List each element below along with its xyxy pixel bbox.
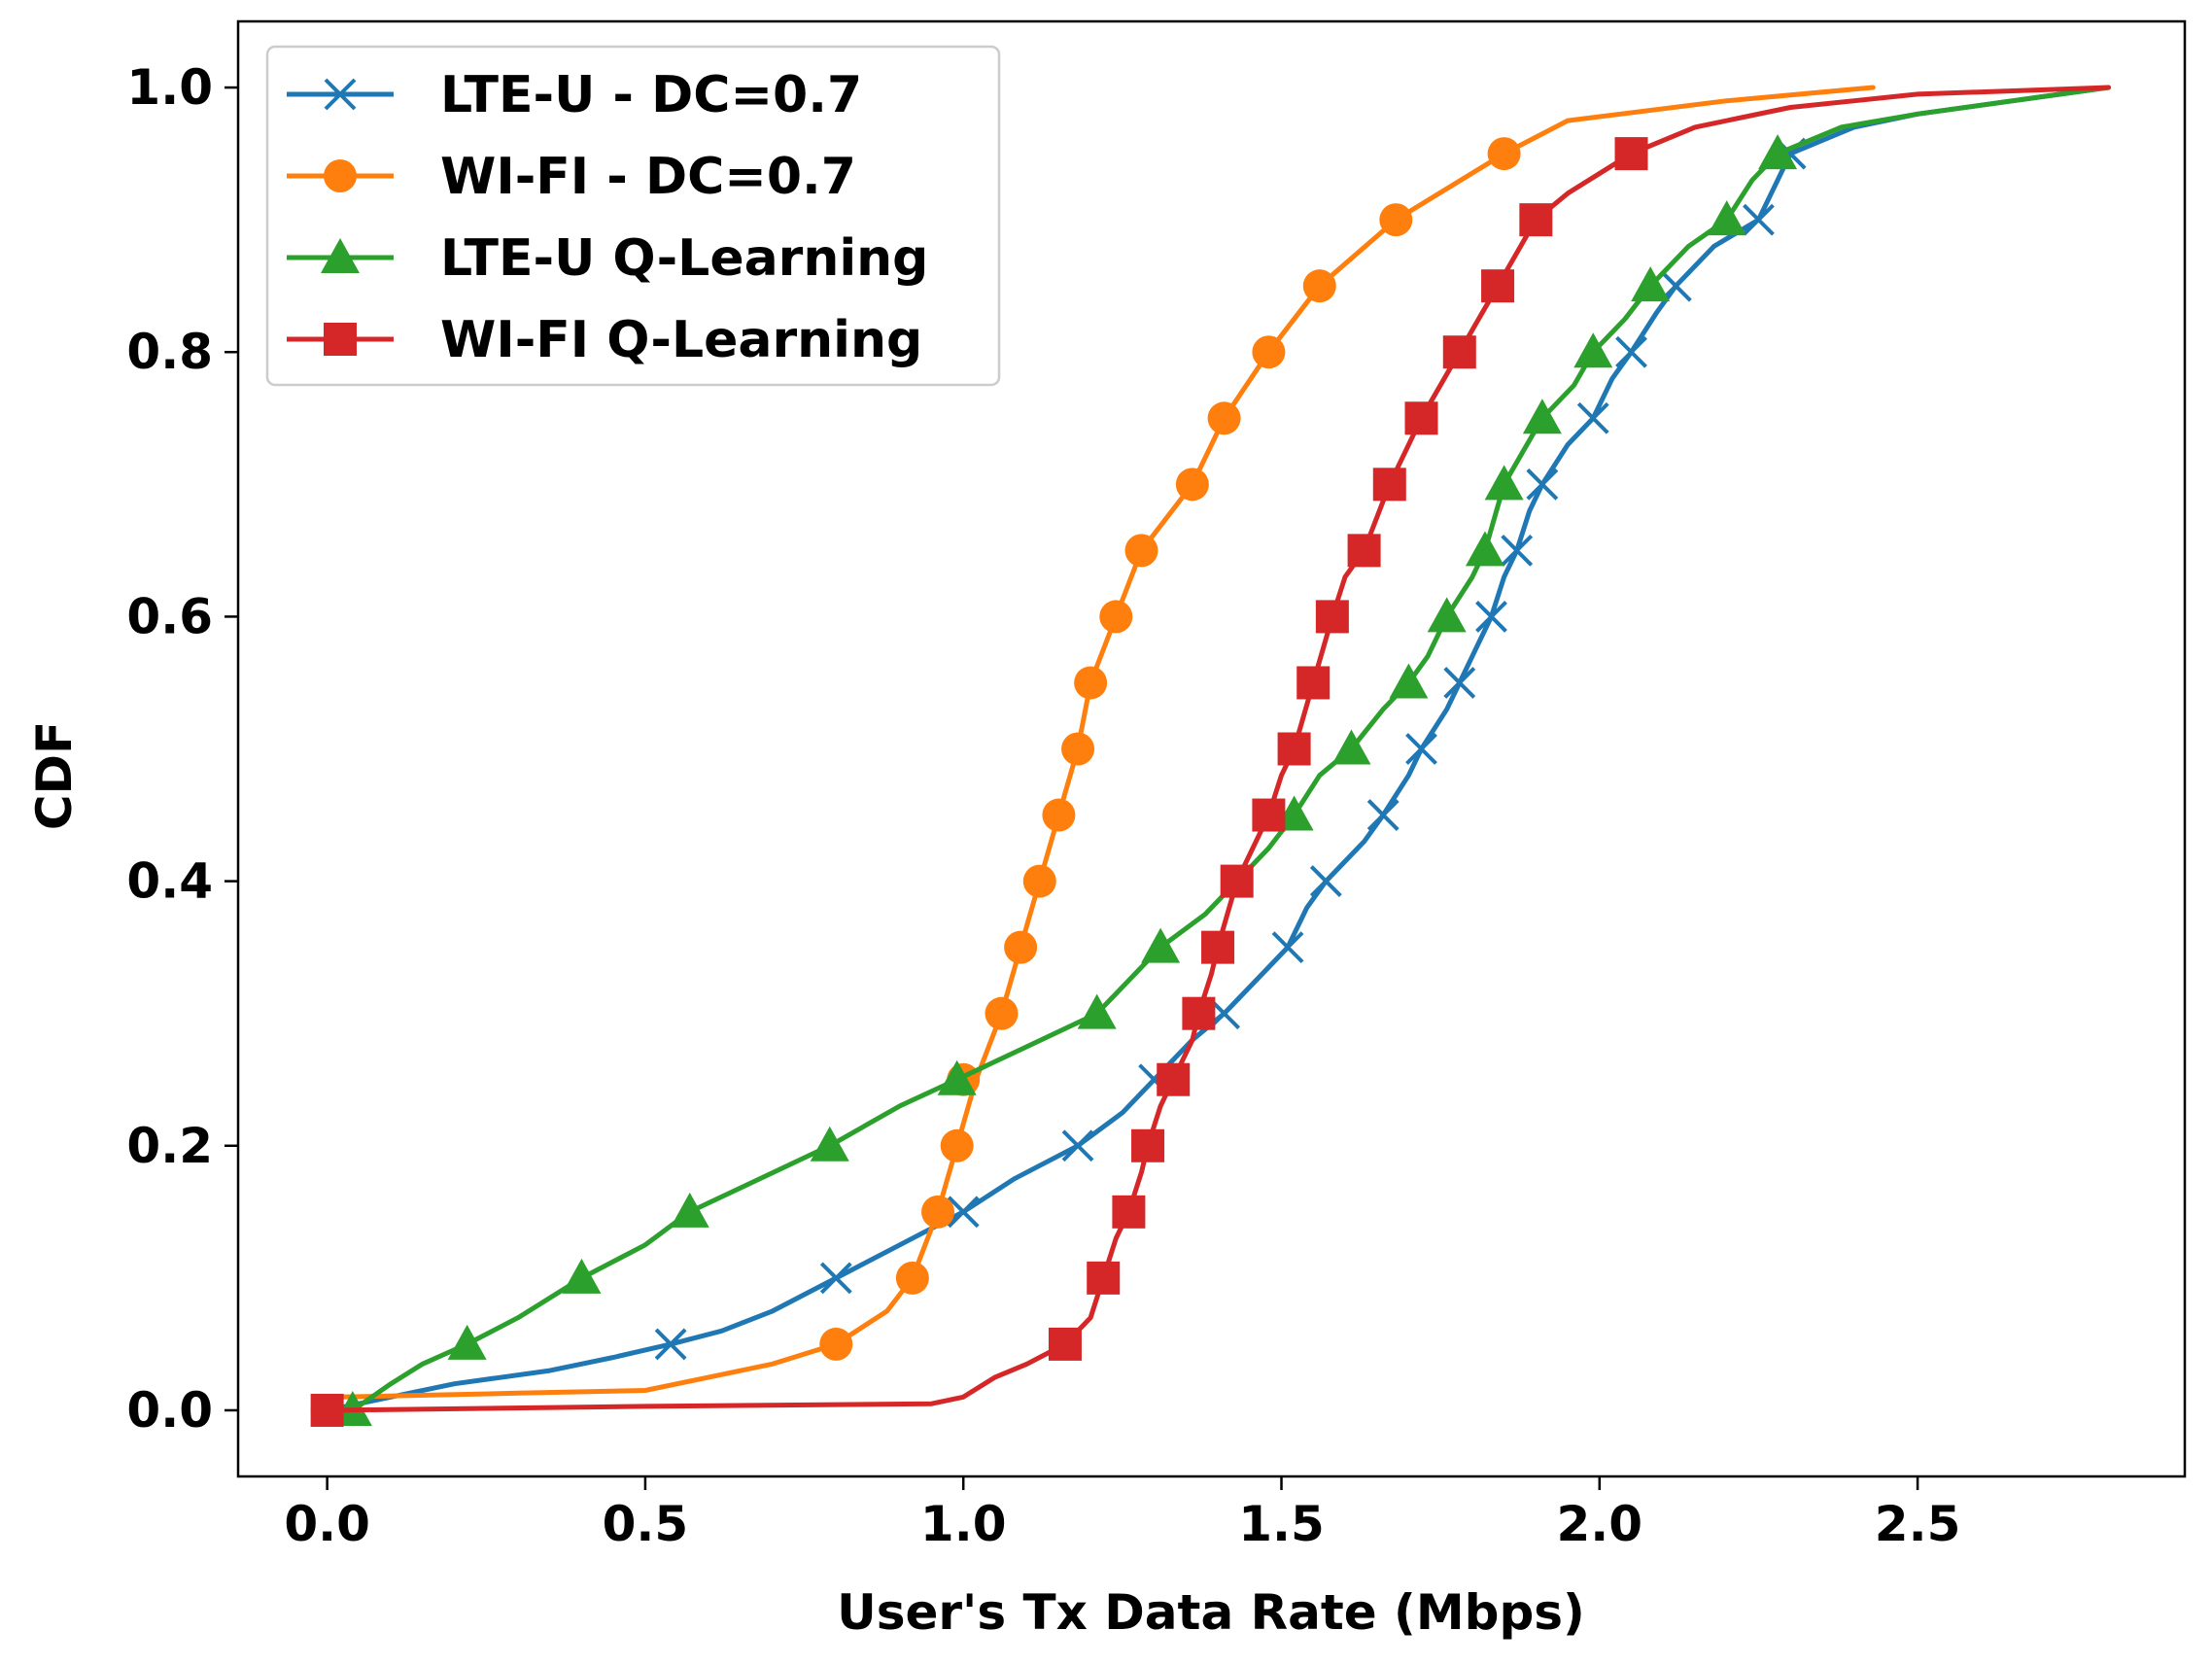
data-point-wi-fi-q-learning [1112,1195,1146,1229]
data-point-lte-u-q-learning [1331,729,1371,765]
data-point-wi-fi-q-learning [1087,1261,1121,1295]
y-tick-label: 0.2 [126,1118,213,1174]
data-point-wi-fi-dc-0-7 [1061,732,1095,766]
data-point-lte-u-q-learning [1465,531,1504,567]
x-tick-label: 0.0 [284,1496,370,1552]
data-point-lte-u-q-learning [1707,200,1746,236]
y-axis-title: CDF [26,721,83,830]
data-point-lte-u-dc-0-7 [1443,667,1476,699]
data-point-lte-u-dc-0-7 [654,1328,687,1361]
data-point-wi-fi-q-learning [1372,468,1406,502]
data-point-wi-fi-dc-0-7 [1042,798,1076,832]
legend-marker-lte-u-q-learning [321,238,360,273]
legend-label-lte-u-q-learning: LTE-U Q-Learning [440,229,928,288]
data-point-lte-u-q-learning [810,1126,849,1162]
data-point-lte-u-q-learning [1758,134,1798,170]
data-point-wi-fi-q-learning [1277,732,1311,766]
data-point-lte-u-dc-0-7 [1061,1129,1094,1162]
x-tick-label: 1.5 [1238,1496,1325,1552]
data-point-wi-fi-dc-0-7 [819,1327,853,1361]
plot-area-frame [236,19,2187,1478]
x-tick-label: 2.0 [1557,1496,1643,1552]
data-point-wi-fi-q-learning [1131,1128,1165,1162]
data-point-wi-fi-dc-0-7 [1252,335,1286,369]
data-point-lte-u-dc-0-7 [1405,733,1437,765]
data-point-lte-u-dc-0-7 [1475,600,1507,633]
x-tick-label: 0.5 [603,1496,689,1552]
legend-box [265,45,1001,387]
data-point-wi-fi-dc-0-7 [921,1195,955,1229]
legend-marker-wi-fi-q-learning [324,323,357,356]
data-point-lte-u-dc-0-7 [1743,203,1775,236]
data-point-wi-fi-q-learning [1481,269,1515,303]
data-point-wi-fi-dc-0-7 [1074,666,1108,700]
data-point-lte-u-q-learning [937,1059,977,1095]
data-point-lte-u-q-learning [562,1258,602,1294]
series-wi-fi-q-learning [310,85,2111,1427]
data-point-lte-u-dc-0-7 [1526,468,1559,501]
legend-label-wi-fi-q-learning: WI-FI Q-Learning [440,311,922,369]
y-tick-label: 0.4 [126,853,213,910]
data-point-lte-u-q-learning [1484,465,1524,501]
data-point-wi-fi-q-learning [1201,930,1235,964]
data-point-wi-fi-dc-0-7 [1487,137,1521,171]
data-point-wi-fi-dc-0-7 [1004,930,1038,964]
data-point-wi-fi-q-learning [1048,1327,1082,1361]
data-point-lte-u-q-learning [1573,332,1613,368]
data-point-wi-fi-q-learning [1347,534,1381,568]
data-point-wi-fi-dc-0-7 [1022,864,1056,898]
data-point-wi-fi-q-learning [1442,335,1476,369]
data-point-lte-u-q-learning [1522,399,1562,434]
data-point-wi-fi-dc-0-7 [1379,203,1413,237]
data-point-wi-fi-q-learning [1519,203,1553,237]
data-point-lte-u-q-learning [1631,266,1671,302]
data-point-lte-u-q-learning [1077,993,1117,1029]
data-point-lte-u-q-learning [1427,597,1467,633]
data-point-wi-fi-dc-0-7 [1302,269,1336,303]
data-point-wi-fi-q-learning [1614,137,1648,171]
data-point-wi-fi-dc-0-7 [985,996,1019,1030]
legend-marker-wi-fi-dc-0-7 [324,159,357,192]
legend: LTE-U - DC=0.7 WI-FI - DC=0.7 LTE-U Q-Lear… [265,45,1001,387]
data-point-wi-fi-q-learning [1220,864,1254,898]
y-tick-label: 1.0 [126,59,213,116]
y-tick-label: 0.8 [126,324,213,380]
data-point-wi-fi-dc-0-7 [1207,401,1241,435]
data-point-lte-u-q-learning [447,1324,487,1360]
data-point-lte-u-dc-0-7 [1309,865,1342,898]
data-point-wi-fi-q-learning [1157,1062,1191,1096]
data-point-wi-fi-dc-0-7 [1099,600,1133,634]
data-point-wi-fi-q-learning [1182,996,1216,1030]
legend-label-lte-u-dc-0-7: LTE-U - DC=0.7 [440,66,862,124]
data-point-lte-u-dc-0-7 [1366,799,1400,831]
data-point-wi-fi-q-learning [1296,666,1331,700]
data-point-wi-fi-q-learning [310,1393,344,1427]
data-point-lte-u-q-learning [1389,663,1429,699]
x-axis-title: User's Tx Data Rate (Mbps) [837,1584,1585,1641]
y-tick-label: 0.6 [126,588,213,644]
data-point-wi-fi-dc-0-7 [940,1128,974,1162]
data-point-lte-u-q-learning [670,1192,709,1228]
data-point-lte-u-dc-0-7 [1615,335,1647,368]
data-point-lte-u-q-learning [1141,927,1181,963]
data-point-lte-u-dc-0-7 [1576,401,1609,434]
data-point-lte-u-dc-0-7 [947,1196,980,1229]
data-point-wi-fi-dc-0-7 [895,1261,929,1295]
legend-label-wi-fi-dc-0-7: WI-FI - DC=0.7 [440,148,856,206]
x-tick-label: 2.5 [1875,1496,1961,1552]
y-tick-label: 0.0 [126,1382,213,1439]
x-tick-label: 1.0 [920,1496,1007,1552]
data-point-wi-fi-q-learning [1252,798,1286,832]
data-point-lte-u-dc-0-7 [819,1262,852,1295]
data-point-lte-u-dc-0-7 [1271,931,1304,964]
data-point-wi-fi-q-learning [1315,600,1349,634]
legend-marker-lte-u-dc-0-7 [324,78,357,111]
series-lte-u-dc-0-7 [311,85,2111,1427]
data-point-wi-fi-dc-0-7 [1175,468,1209,502]
data-point-lte-u-dc-0-7 [1501,534,1534,567]
data-point-wi-fi-dc-0-7 [1124,534,1158,568]
data-point-wi-fi-q-learning [1404,401,1438,435]
